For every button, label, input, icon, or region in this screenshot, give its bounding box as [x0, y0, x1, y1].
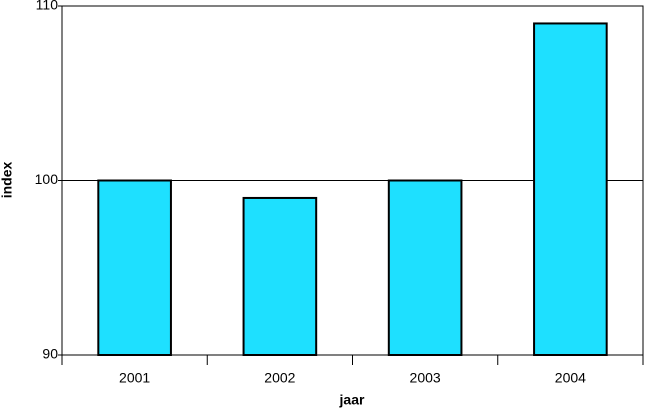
y-tick-label: 90	[42, 346, 58, 362]
x-tick-label: 2001	[119, 370, 150, 386]
bar	[387, 179, 463, 356]
x-tick-label: 2004	[555, 370, 586, 386]
x-tick-label: 2002	[264, 370, 295, 386]
bar	[97, 179, 172, 356]
bar	[242, 196, 318, 356]
y-tick-label: 100	[35, 171, 59, 187]
y-axis-title: index	[0, 162, 15, 199]
x-tick-label: 2003	[410, 370, 441, 386]
x-axis-title: jaar	[339, 392, 365, 408]
bar	[533, 22, 608, 356]
y-tick-label: 110	[36, 0, 59, 13]
